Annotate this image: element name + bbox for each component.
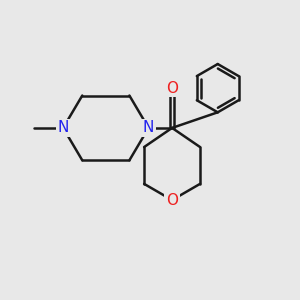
Text: N: N xyxy=(143,120,154,135)
Text: O: O xyxy=(166,81,178,96)
Text: N: N xyxy=(58,120,69,135)
Text: O: O xyxy=(166,193,178,208)
